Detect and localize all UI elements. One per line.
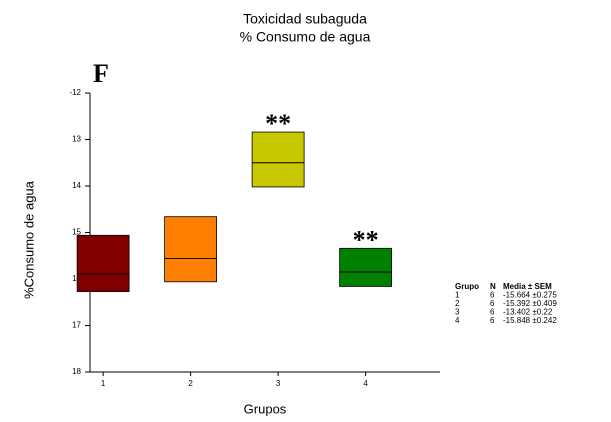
stats-cell: 3	[455, 308, 460, 317]
y-axis-label: %Consumo de agua	[21, 180, 36, 299]
annotation: **	[353, 225, 379, 254]
stats-cell: 6	[490, 316, 495, 325]
annotation: **	[265, 109, 291, 138]
box	[339, 247, 393, 287]
stats-cell: 6	[490, 291, 495, 300]
stats-cell: 6	[490, 308, 495, 317]
x-tick-label: 3	[276, 379, 281, 388]
x-tick-label: 4	[363, 379, 368, 388]
y-tick-label: 17	[72, 321, 81, 330]
stats-cell: 1	[455, 291, 460, 300]
x-tick-label: 1	[101, 379, 106, 388]
box	[164, 216, 218, 283]
stats-cell: -13.402 ±0.22	[503, 308, 553, 317]
stats-cell: -15.664 ±0.275	[503, 291, 557, 300]
stats-header: Media ± SEM	[503, 282, 552, 291]
stats-cell: -15.392 ±0.409	[503, 299, 557, 308]
stats-cell: -15.848 ±0.242	[503, 316, 557, 325]
x-tick-label: 2	[188, 379, 193, 388]
chart-title: Toxicidad subaguda	[243, 11, 367, 27]
stats-cell: 6	[490, 299, 495, 308]
y-tick-label: -12	[69, 88, 81, 97]
stats-cell: 4	[455, 316, 460, 325]
box	[251, 131, 305, 188]
box	[76, 234, 130, 292]
chart-subtitle: % Consumo de agua	[240, 29, 371, 45]
y-tick-label: 18	[72, 367, 81, 376]
stats-header: N	[490, 282, 496, 291]
y-tick-label: 14	[72, 181, 81, 190]
y-tick-label: 13	[72, 135, 81, 144]
stats-header: Grupo	[455, 282, 479, 291]
y-tick-label: 15	[72, 228, 81, 237]
stats-cell: 2	[455, 299, 460, 308]
x-axis-label: Grupos	[244, 401, 287, 416]
panel-label: F	[93, 59, 109, 88]
